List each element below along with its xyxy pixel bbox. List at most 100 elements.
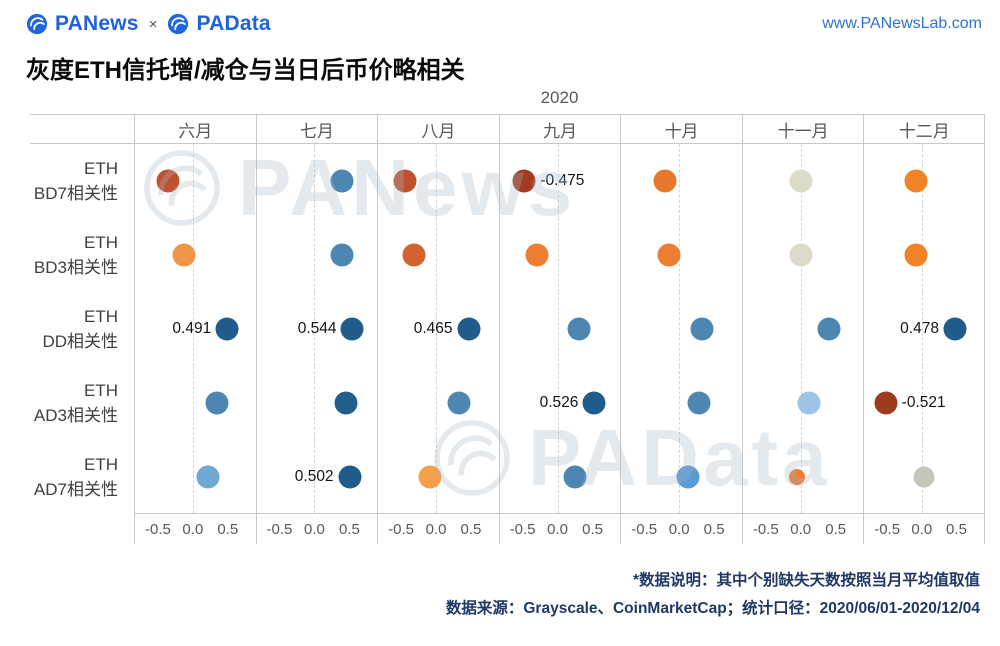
- panews-logo-icon: [26, 13, 48, 35]
- plot-cell: 0.465: [377, 292, 499, 366]
- x-axis-ticks: -0.5 0.0 0.5: [377, 514, 499, 544]
- row-label: ETH AD7相关性: [30, 440, 134, 514]
- month-label: 七月: [255, 114, 378, 144]
- row-label-line1: ETH: [84, 232, 118, 252]
- correlation-chart: 2020 六月 七月 八月 九月 十月 十一月 十二月 ETH BD7相关性 -0.475 ETH BD…: [30, 86, 985, 544]
- plot-cell: [741, 366, 864, 440]
- row-label-line2: BD7相关性: [33, 184, 118, 203]
- data-dot: [690, 317, 714, 341]
- x-axis-ticks: -0.5 0.0 0.5: [498, 514, 621, 544]
- row-label-line1: ETH: [84, 158, 118, 178]
- plot-cell: [863, 218, 985, 292]
- data-dot: [789, 243, 813, 267]
- x-tick-label: 0.0: [911, 521, 933, 538]
- x-tick-label: 0.0: [668, 521, 690, 538]
- plot-cell: -0.521: [863, 366, 985, 440]
- padata-logo-icon: [167, 13, 189, 35]
- x-axis-ticks: -0.5 0.0 0.5: [741, 514, 864, 544]
- data-dot: [687, 391, 711, 415]
- plot-cell: [134, 366, 256, 440]
- site-url: www.PANewsLab.com: [822, 15, 982, 32]
- month-label: 八月: [377, 114, 499, 144]
- data-dot: [874, 391, 898, 415]
- plot-cell: [620, 366, 742, 440]
- data-dot: [196, 465, 220, 488]
- row-label: ETH BD3相关性: [30, 218, 134, 292]
- plot-cell: [377, 366, 499, 440]
- data-dot: [567, 317, 591, 341]
- page-title: 灰度ETH信托增/减仓与当日后币价略相关: [26, 57, 465, 84]
- dot-value-label: 0.478: [900, 320, 939, 337]
- dot-value-label: 0.465: [413, 320, 453, 337]
- data-dot: [657, 243, 681, 267]
- plot-cell: [863, 144, 985, 218]
- row-label-line1: ETH: [84, 454, 118, 474]
- x-tick-label: 0.0: [790, 521, 812, 538]
- row-label-line2: AD7相关性: [33, 480, 118, 499]
- x-axis-ticks: -0.5 0.0 0.5: [255, 514, 378, 544]
- data-dot: [418, 465, 442, 488]
- data-dot: [525, 243, 549, 267]
- data-dot: [340, 317, 364, 341]
- data-dot: [156, 169, 180, 193]
- footnote-data-note: *数据说明：其中个别缺失天数按照当月平均值取值: [632, 572, 980, 589]
- data-dot: [205, 391, 229, 415]
- x-tick-label: 0.0: [425, 521, 447, 538]
- row-label: ETH DD相关性: [30, 292, 134, 366]
- data-dot: [512, 169, 536, 193]
- data-dot: [904, 169, 928, 193]
- x-axis-ticks: -0.5 0.0 0.5: [620, 514, 742, 544]
- x-tick-label: 0.5: [217, 521, 239, 538]
- plot-cell: [620, 218, 742, 292]
- dot-value-label: -0.475: [540, 172, 585, 189]
- plot-cell: [498, 292, 621, 366]
- x-tick-label: 0.5: [825, 521, 847, 538]
- data-dot: [447, 391, 471, 415]
- x-tick-label: 0.5: [460, 521, 482, 538]
- x-tick-label: 0.5: [582, 521, 603, 538]
- padata-logo-text: PAData: [196, 12, 271, 35]
- data-dot: [338, 465, 362, 488]
- plot-cell: [255, 144, 378, 218]
- x-tick-label: 0.0: [182, 521, 204, 538]
- plot-cell: [134, 218, 256, 292]
- plot-cell: [620, 144, 742, 218]
- plot-cell: -0.475: [498, 144, 621, 218]
- data-dot: [330, 169, 354, 193]
- dot-value-label: 0.526: [539, 394, 579, 411]
- tick-spacer: [30, 514, 134, 544]
- x-tick-label: 0.5: [703, 521, 725, 538]
- data-dot: [563, 465, 587, 488]
- data-dot: [789, 169, 813, 193]
- plot-cell: 0.526: [498, 366, 621, 440]
- data-dot: [797, 391, 821, 415]
- data-dot: [943, 317, 967, 341]
- data-dot: [334, 391, 358, 415]
- plot-cell: [255, 366, 378, 440]
- x-tick-label: -0.5: [144, 521, 171, 538]
- brand-logos: PANews × PAData: [26, 12, 271, 36]
- data-dot: [817, 317, 841, 341]
- x-axis-ticks: -0.5 0.0 0.5: [863, 514, 985, 544]
- x-tick-label: -0.5: [266, 521, 293, 538]
- data-dot: [653, 169, 677, 193]
- plot-cell: [863, 440, 985, 514]
- row-label-line2: DD相关性: [42, 332, 118, 351]
- x-tick-label: 0.5: [946, 521, 967, 538]
- row-label-line1: ETH: [84, 306, 118, 326]
- dot-value-label: 0.491: [172, 320, 212, 337]
- plot-cell: [134, 144, 256, 218]
- dot-value-label: -0.521: [901, 394, 946, 411]
- row-label: ETH AD3相关性: [30, 366, 134, 440]
- plot-cell: 0.478: [863, 292, 985, 366]
- plot-cell: 0.491: [134, 292, 256, 366]
- chart-grid: 2020 六月 七月 八月 九月 十月 十一月 十二月 ETH BD7相关性 -0.475 ETH BD…: [30, 86, 985, 544]
- data-dot: [788, 468, 805, 485]
- x-tick-label: 0.0: [304, 521, 325, 538]
- data-dot: [330, 243, 354, 267]
- footnote-data-source: 数据来源：Grayscale、CoinMarketCap；统计口径：2020/0…: [445, 600, 980, 617]
- month-label: 六月: [134, 114, 256, 144]
- x-tick-label: 0.5: [338, 521, 360, 538]
- x-tick-label: 0.0: [547, 521, 569, 538]
